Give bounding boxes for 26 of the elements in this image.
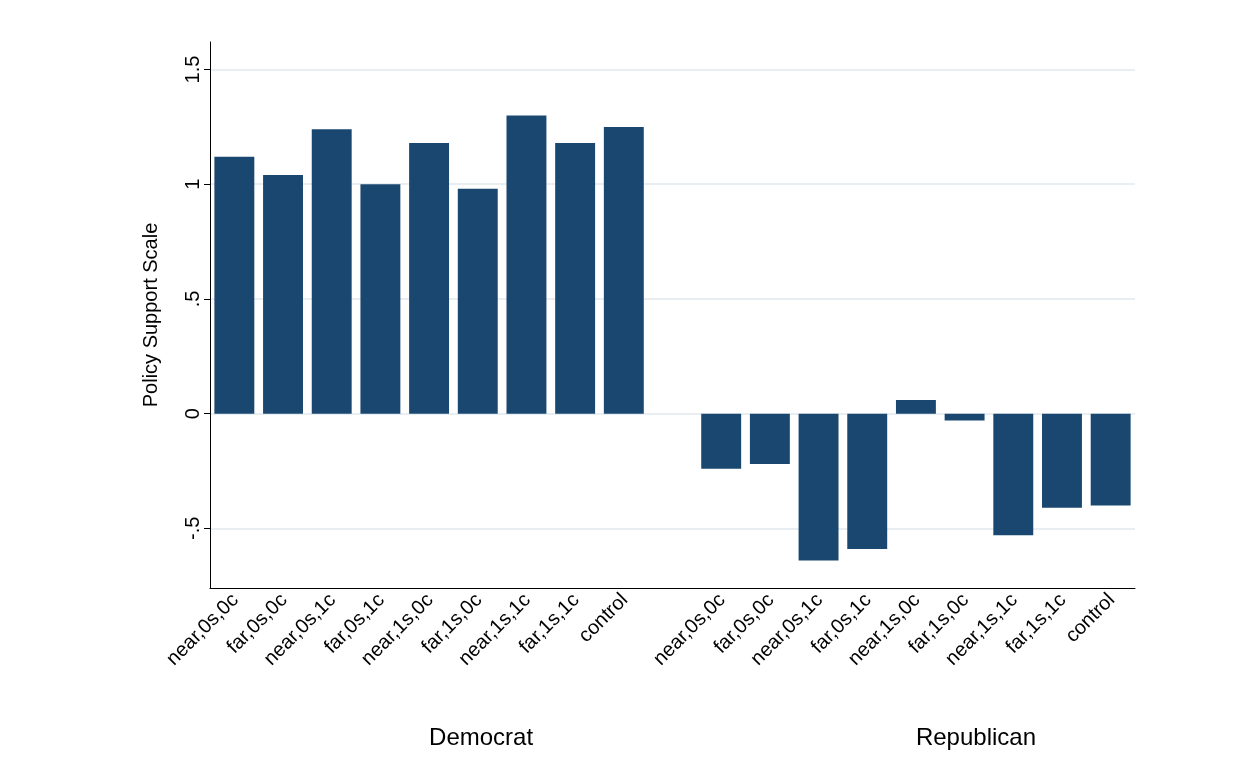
bar bbox=[263, 175, 303, 414]
bar bbox=[555, 142, 596, 414]
bar bbox=[749, 413, 790, 465]
bar bbox=[993, 413, 1034, 536]
bar bbox=[603, 126, 644, 414]
bar bbox=[214, 156, 255, 414]
bar bbox=[409, 142, 450, 414]
y-tick-label: .5 bbox=[181, 290, 203, 308]
text: Republican bbox=[915, 722, 1037, 750]
bar bbox=[1090, 413, 1131, 506]
bar bbox=[798, 413, 839, 561]
text: Democrat bbox=[429, 722, 534, 750]
bar bbox=[847, 413, 888, 549]
y-tick-label: 0 bbox=[181, 408, 203, 420]
bar bbox=[506, 115, 547, 414]
y-axis-title: Policy Support Scale bbox=[139, 222, 161, 408]
bar bbox=[1042, 413, 1082, 508]
bar bbox=[701, 413, 742, 469]
y-tick-label: -.5 bbox=[181, 516, 203, 541]
bar bbox=[457, 188, 498, 414]
y-tick-label: 1.5 bbox=[181, 55, 203, 84]
bar bbox=[360, 184, 401, 414]
bar bbox=[944, 413, 985, 421]
y-tick-label: 1 bbox=[181, 178, 203, 190]
bar bbox=[895, 399, 936, 414]
bar bbox=[311, 129, 352, 414]
